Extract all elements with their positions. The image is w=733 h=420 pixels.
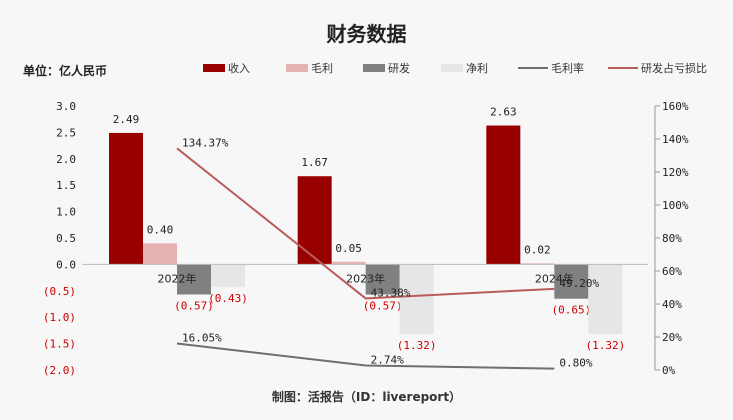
legend-item-net-profit: 净利 [441,62,488,76]
line-data-label: 43.38% [371,286,411,299]
bar-data-label: 0.05 [335,242,362,255]
y-left-tick-label: (2.0) [43,364,76,377]
y-right-tick-label: 80% [662,232,682,245]
bar-revenue [486,125,521,265]
bar-net-profit [399,264,434,335]
x-tick-label: 2024年 [535,271,574,285]
bar-rnd [365,264,400,295]
y-left-tick-label: 1.0 [56,206,76,219]
legend-label-revenue: 收入 [228,62,250,75]
legend-item-rnd: 研发 [363,62,410,76]
legend-label-rnd-ratio: 研发占亏损比 [641,62,707,75]
legend-label-gross-profit: 毛利 [311,62,333,75]
bar-data-label: (0.57) [363,299,403,312]
bar-rnd [177,264,211,295]
line-data-label: 2.74% [371,353,404,366]
line-data-label: 16.05% [182,332,222,345]
legend-swatch-net-profit [441,64,463,72]
bar-data-label: (1.32) [585,339,625,352]
y-right-tick-label: 20% [662,331,682,344]
legend-swatch-revenue [203,64,225,72]
legend-item-gross-margin: 毛利率 [518,62,584,76]
bar-data-label: 0.02 [524,243,551,256]
legend-label-gross-margin: 毛利率 [551,62,584,75]
legend-line-gross-margin [518,67,548,69]
bar-data-label: (1.32) [397,339,437,352]
bar-gross-profit [331,261,366,265]
line-data-label: 0.80% [559,357,592,370]
bar-rnd [554,264,589,299]
y-left-tick-label: (0.5) [43,285,76,298]
legend-item-gross-profit: 毛利 [286,62,333,76]
legend-item-rnd-ratio: 研发占亏损比 [608,62,707,76]
y-left-tick-label: 0.5 [56,232,76,245]
y-left-tick-label: 3.0 [56,100,76,113]
line-data-label: 49.20% [559,277,599,290]
bar-data-label: 2.63 [490,106,517,119]
y-left-tick-label: 1.5 [56,179,76,192]
bar-data-label: 1.67 [301,156,328,169]
y-right-tick-label: 160% [662,100,689,113]
y-right-tick-label: 0% [662,364,676,377]
y-left-tick-label: (1.0) [43,311,76,324]
legend-label-net-profit: 净利 [466,62,488,75]
y-right-tick-label: 60% [662,265,682,278]
legend-swatch-rnd [363,64,385,72]
bar-data-label: (0.65) [551,304,591,317]
bar-gross-profit [520,263,555,265]
legend-line-rnd-ratio [608,67,638,69]
y-left-tick-label: 2.0 [56,153,76,166]
bar-revenue [109,132,143,265]
y-right-tick-label: 100% [662,199,689,212]
x-tick-label: 2023年 [346,271,385,285]
legend-item-revenue: 收入 [203,62,250,76]
line-gross-margin [176,342,555,370]
y-right-tick-label: 120% [662,166,689,179]
bar-data-label: (0.57) [174,299,214,312]
line-data-label: 134.37% [182,136,229,149]
bar-revenue [297,176,332,265]
unit-label: 单位：亿人民币 [23,64,108,78]
bar-data-label: 2.49 [113,113,140,126]
x-tick-label: 2022年 [158,271,197,285]
bar-gross-profit [143,243,177,265]
bar-net-profit [588,264,623,335]
legend-swatch-gross-profit [286,64,308,72]
y-right-tick-label: 140% [662,133,689,146]
y-left-tick-label: (1.5) [43,338,76,351]
bar-data-label: 0.40 [147,223,174,236]
source-caption: 制图：活报告（ID：livereport） [271,390,462,404]
chart-title: 财务数据 [326,22,407,46]
y-left-tick-label: 0.0 [56,258,76,271]
bar-data-label: (0.43) [208,292,248,305]
y-left-tick-label: 2.5 [56,126,76,139]
y-right-tick-label: 40% [662,298,682,311]
line-rnd-ratio [176,147,555,300]
legend-label-rnd: 研发 [388,62,410,75]
bar-net-profit [211,264,245,288]
